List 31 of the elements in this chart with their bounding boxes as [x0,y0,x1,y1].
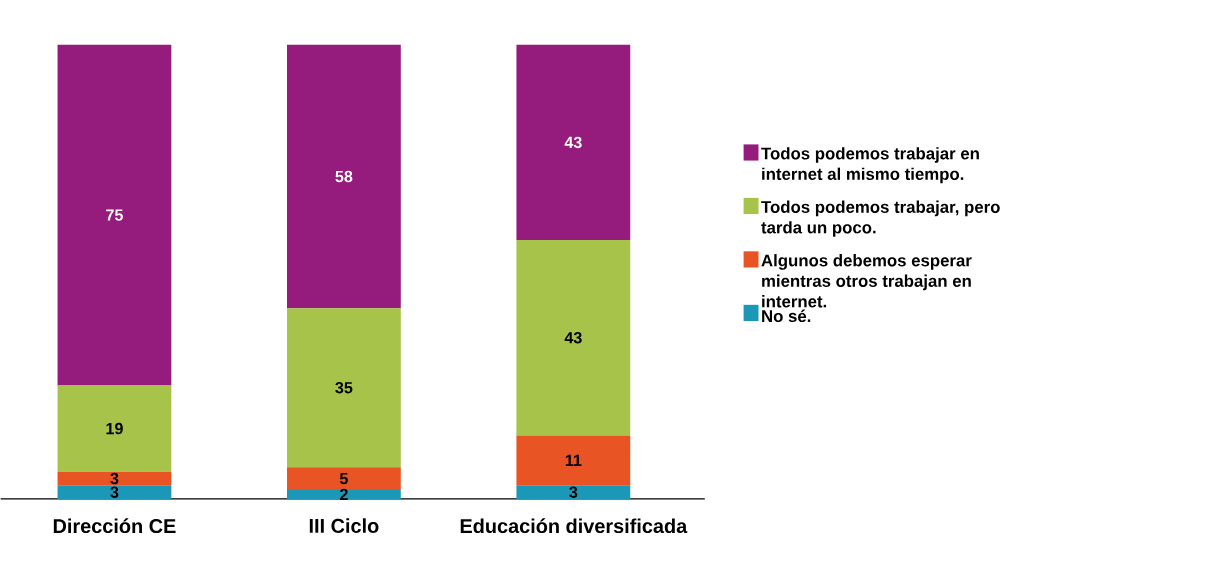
legend-label: Todos podemos trabajar en internet al mismo tiempo. [761,147,979,184]
legend-label: No sé. [762,309,811,323]
data-label: 11 [565,454,582,466]
data-label: 2 [339,488,348,501]
bar [57,485,172,499]
legend-label: Algunos debemos esperar mientras otros trabajan en internet. [761,254,972,308]
bar [57,385,172,472]
legend-label: Todos podemos trabajar, pero tarda un poco. [761,200,1000,237]
bar [516,44,631,241]
data-label: 3 [569,486,578,498]
bar [516,485,631,499]
data-label: 5 [339,472,348,485]
bar [516,240,631,436]
data-label: 19 [106,422,123,435]
bar [286,489,401,499]
data-label: 43 [564,331,582,344]
data-label: 43 [564,136,582,149]
data-label: 3 [110,472,119,485]
bar [286,467,401,490]
x-tick-label: III Ciclo [309,518,379,533]
x-tick-label: Dirección CE [53,518,176,534]
data-label: 58 [335,170,353,183]
x-tick-label: Educación diversificada [460,518,688,534]
data-label: 35 [335,381,353,394]
bar [286,44,401,309]
bar [286,308,401,468]
bar [57,44,172,386]
data-label: 75 [106,209,123,221]
bar [516,435,631,486]
data-label: 3 [110,486,119,498]
bar [57,471,172,486]
